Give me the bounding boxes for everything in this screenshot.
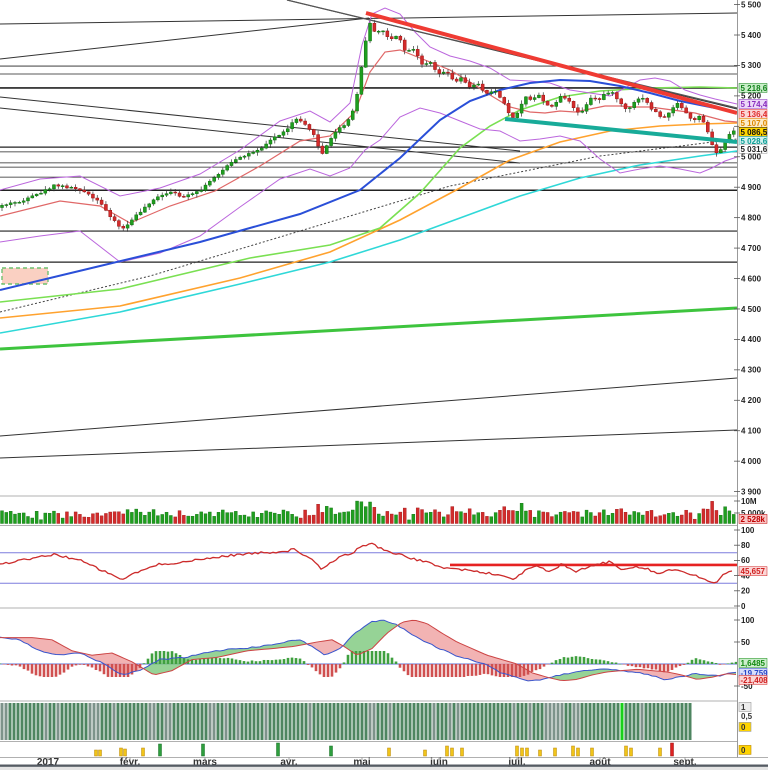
indicator-value-label: 1,6485 (741, 659, 766, 668)
macd-tick-label: 100 (741, 616, 755, 625)
price-tick-label: 4 600 (741, 274, 762, 283)
price-tick-label: 5 500 (741, 0, 762, 9)
month-label: mai (353, 757, 370, 768)
price-tick-label: 4 800 (741, 213, 762, 222)
price-tick-label: 4 900 (741, 183, 762, 192)
month-label: août (589, 757, 611, 768)
ma20-line (0, 49, 738, 224)
macd-tick-label: 50 (741, 638, 750, 647)
indicator-value-label: -21,408 (741, 676, 768, 685)
macd-panel (0, 619, 738, 682)
volume-panel (0, 500, 736, 524)
regime-panel (0, 703, 692, 740)
rsi-tick-label: 100 (741, 526, 755, 535)
rsi-tick-label: 80 (741, 541, 750, 550)
indicator-value-label: 5 107,0 (741, 119, 768, 128)
month-label: juil. (507, 757, 525, 768)
x-axis: 2017 févr. mars avr. mai juin juil. août sept. (37, 757, 697, 768)
bollinger-lower-line (0, 107, 738, 263)
signal-panel (94, 742, 674, 757)
indicator-value-label: 5 028,6 (741, 137, 768, 146)
price-tick-label: 4 200 (741, 396, 762, 405)
rsi-line (0, 542, 733, 584)
price-tick-label: 4 700 (741, 244, 762, 253)
macd-tick-label: -50 (741, 682, 753, 691)
signal-axis-label: 0 (741, 746, 746, 755)
price-tick-label: 5 200 (741, 92, 762, 101)
month-label: sept. (673, 757, 697, 768)
price-tick-label: 4 500 (741, 305, 762, 314)
ma50-line (0, 78, 738, 291)
month-label: juin (429, 757, 448, 768)
regime-tick-label: 1 (741, 703, 746, 712)
indicator-value-label: 5 086,5 (741, 128, 768, 137)
macd-signal-line (0, 619, 737, 682)
price-tick-label: 4 100 (741, 427, 762, 436)
regime-tick-label: 0 (741, 723, 746, 732)
price-tick-label: 4 400 (741, 335, 762, 344)
month-label: févr. (120, 757, 141, 768)
indicator-value-label: 5 136,4 (741, 110, 768, 119)
ma200-line (0, 150, 738, 334)
price-tick-label: 3 900 (741, 487, 762, 496)
price-tick-label: 4 000 (741, 457, 762, 466)
indicator-value-label: 2 528k (741, 515, 766, 524)
bollinger-upper-line (0, 7, 738, 197)
indicator-value-label: -19,759 (741, 669, 768, 678)
indicator-value-label: 5 218,6 (741, 84, 768, 93)
rsi-tick-label: 20 (741, 587, 750, 596)
indicator-value-label: 45,657 (741, 567, 766, 576)
indicator-value-label: 5 174,4 (741, 100, 768, 109)
green-trendline (0, 306, 738, 351)
rsi-panel (0, 542, 737, 584)
month-label: 2017 (37, 757, 60, 768)
month-label: mars (193, 757, 217, 768)
price-tick-label: 5 400 (741, 31, 762, 40)
annotation-box (1, 267, 49, 285)
volume-tick-label: 5 000k (741, 509, 766, 518)
ma150-line (0, 122, 738, 319)
candles-layer (0, 19, 736, 232)
price-tick-label: 5 300 (741, 61, 762, 70)
month-label: avr. (280, 757, 297, 768)
rsi-tick-label: 60 (741, 556, 750, 565)
teal-trendline (504, 117, 738, 144)
red-trendline (365, 11, 738, 115)
main-price-panel (0, 0, 738, 459)
rsi-tick-label: 0 (741, 602, 746, 611)
volume-tick-label: 10M (741, 497, 757, 506)
price-tick-label: 4 300 (741, 366, 762, 375)
indicator-value-label: 5 031,6 (741, 145, 768, 154)
regime-tick-label: 0,5 (741, 712, 753, 721)
macd-line (0, 619, 737, 682)
dotted-ma-line (0, 138, 738, 313)
price-tick-label: 5 000 (741, 153, 762, 162)
